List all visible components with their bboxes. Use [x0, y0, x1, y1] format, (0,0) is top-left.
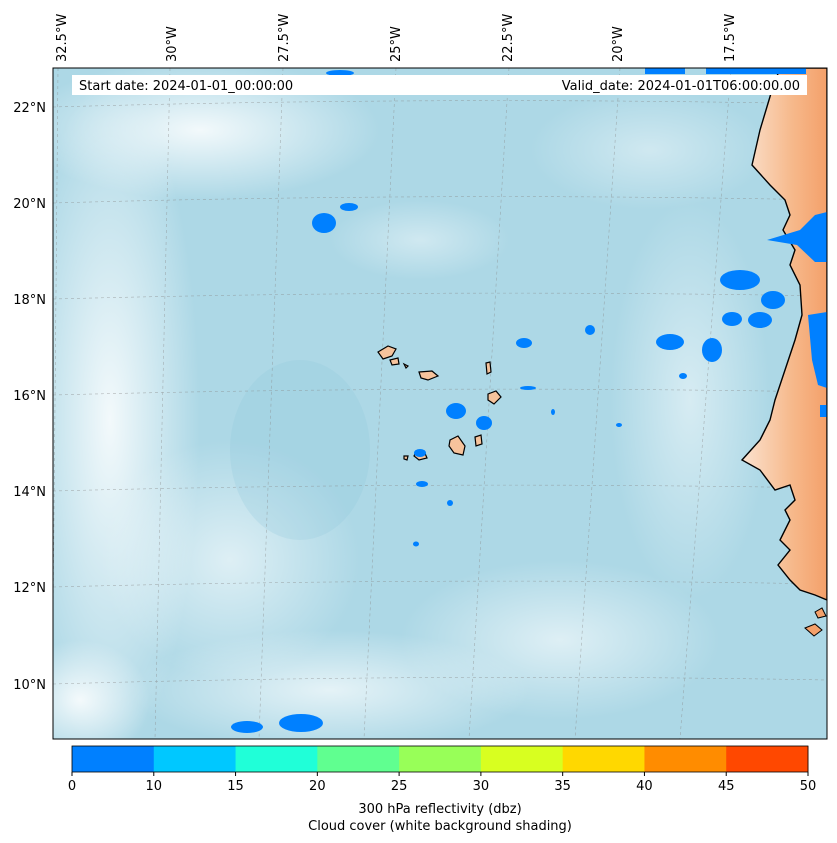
colorbar-segment — [480, 746, 564, 772]
lon-label: 20°W — [611, 26, 626, 62]
reflectivity-cells — [231, 68, 827, 733]
colorbar-segment — [235, 746, 318, 772]
colorbar-sublabel: Cloud cover (white background shading) — [308, 819, 572, 834]
colorbar-segments — [72, 746, 809, 772]
lon-label: 27.5°W — [277, 14, 292, 62]
colorbar-tick-label: 20 — [309, 779, 326, 794]
lon-label: 30°W — [165, 26, 180, 62]
map-frame — [52, 67, 828, 740]
colorbar-tick-label: 50 — [800, 779, 817, 794]
colorbar-tick-label: 35 — [554, 779, 571, 794]
lon-label: 17.5°W — [723, 14, 738, 62]
map-panel — [53, 68, 827, 739]
colorbar-segment — [317, 746, 400, 772]
colorbar-ticks: 0 10 15 20 25 30 35 40 45 50 — [68, 772, 816, 794]
colorbar-tick-label: 25 — [391, 779, 408, 794]
colorbar-label: 300 hPa reflectivity (dbz) — [358, 802, 521, 817]
colorbar-segment — [562, 746, 645, 772]
lat-label: 22°N — [13, 101, 46, 116]
valid-date-label: Valid_date: 2024-01-01T06:00:00.00 — [562, 79, 800, 94]
colorbar: 0 10 15 20 25 30 35 40 45 50 300 hPa reflectivity… — [68, 745, 816, 834]
lat-label: 10°N — [13, 678, 46, 693]
header-box — [72, 75, 807, 95]
lat-label: 12°N — [13, 581, 46, 596]
cloud-cover-shading — [53, 68, 770, 739]
lat-label: 20°N — [13, 197, 46, 212]
colorbar-frame — [71, 745, 809, 773]
colorbar-tick-label: 0 — [68, 779, 76, 794]
bijagos-islands — [804, 607, 827, 637]
latitude-labels: 22°N 20°N 18°N 16°N 14°N 12°N 10°N — [13, 101, 46, 693]
graticule — [53, 68, 827, 739]
lon-label: 25°W — [389, 26, 404, 62]
lat-label: 16°N — [13, 389, 46, 404]
colorbar-tick-label: 40 — [636, 779, 653, 794]
colorbar-segment — [644, 746, 727, 772]
colorbar-tick-label: 15 — [227, 779, 244, 794]
lon-label: 32.5°W — [55, 14, 70, 62]
lat-label: 14°N — [13, 485, 46, 500]
africa-land — [740, 68, 827, 601]
colorbar-segment — [72, 746, 155, 772]
colorbar-segment — [399, 746, 482, 772]
lon-label: 22.5°W — [501, 14, 516, 62]
colorbar-segment — [153, 746, 237, 772]
colorbar-tick-label: 45 — [718, 779, 735, 794]
colorbar-tick-label: 10 — [146, 779, 163, 794]
colorbar-segment — [726, 746, 809, 772]
start-date-label: Start date: 2024-01-01_00:00:00 — [79, 79, 293, 94]
lat-label: 18°N — [13, 293, 46, 308]
longitude-labels: 32.5°W 30°W 27.5°W 25°W 22.5°W 20°W 17.5… — [55, 14, 738, 62]
colorbar-tick-label: 30 — [473, 779, 490, 794]
